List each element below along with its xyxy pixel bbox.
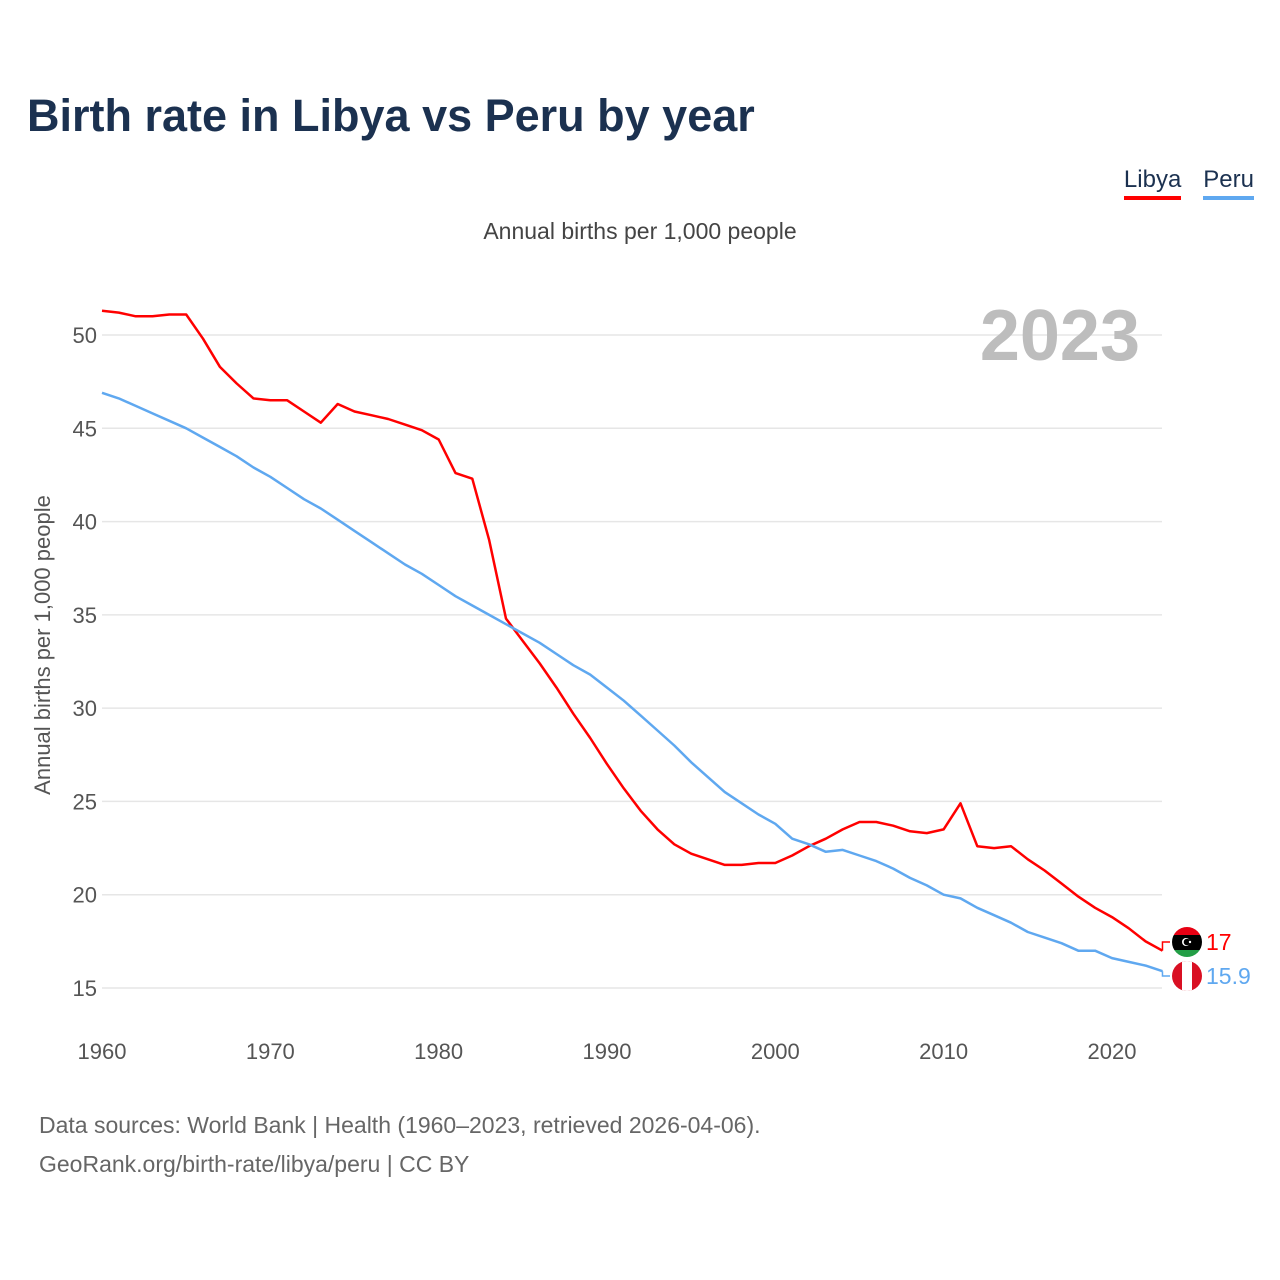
flag-peru-icon [1172,961,1202,991]
source-line-1: Data sources: World Bank | Health (1960–… [39,1112,761,1138]
end-connector [1161,941,1170,951]
x-tick-label: 1960 [78,1039,127,1064]
chart-subtitle: Annual births per 1,000 people [483,218,797,244]
legend: Libya Peru [1123,166,1254,200]
x-tick-label: 2010 [919,1039,968,1064]
x-tick-label: 1980 [414,1039,463,1064]
end-value-label: 15.9 [1206,963,1251,989]
y-tick-label: 20 [73,883,97,908]
y-tick-label: 15 [73,976,97,1001]
y-tick-label: 30 [73,696,97,721]
series-line-peru [101,391,1163,973]
source-line-2[interactable]: GeoRank.org/birth-rate/libya/peru | CC B… [39,1151,470,1177]
chart-title: Birth rate in Libya vs Peru by year [27,90,755,141]
series-line-libya [101,309,1164,952]
y-tick-label: 50 [73,323,97,348]
x-tick-label: 2000 [751,1039,800,1064]
y-axis-title: Annual births per 1,000 people [30,495,55,795]
flag-libya-icon [1172,927,1202,957]
y-tick-label: 40 [73,510,97,535]
x-tick-label: 2020 [1088,1039,1137,1064]
year-watermark: 2023 [980,296,1140,376]
y-tick-label: 35 [73,603,97,628]
x-tick-label: 1990 [583,1039,632,1064]
legend-peru[interactable]: Peru [1203,166,1254,200]
x-tick-label: 1970 [246,1039,295,1064]
source-note: Data sources: World Bank | Health (1960–… [39,1106,761,1184]
y-tick-label: 45 [73,416,97,441]
end-value-label: 17 [1206,929,1232,955]
legend-libya[interactable]: Libya [1123,166,1182,200]
y-tick-label: 25 [73,789,97,814]
end-connector [1161,971,1170,977]
